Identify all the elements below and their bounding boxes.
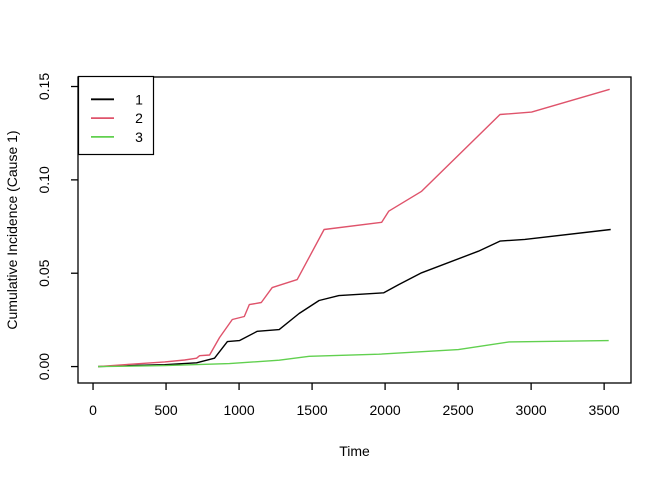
plot-border — [77, 76, 632, 384]
y-tick-label: 0.05 — [36, 259, 52, 286]
series-line-1 — [97, 228, 611, 368]
x-tick-label: 1000 — [223, 402, 254, 418]
legend: 1 2 3 — [77, 75, 155, 156]
y-axis-title: Cumulative Incidence (Cause 1) — [4, 130, 20, 329]
x-tick-label: 2000 — [370, 402, 401, 418]
y-tick-label: 0.15 — [36, 73, 52, 100]
x-tick-label: 0 — [89, 402, 97, 418]
series-line-3 — [97, 339, 609, 368]
x-tick-label: 500 — [154, 402, 178, 418]
y-tick-label: 0.00 — [36, 353, 52, 380]
legend-label-1: 1 — [135, 91, 143, 107]
y-tick-label: 0.10 — [36, 166, 52, 193]
legend-label-2: 2 — [135, 110, 143, 126]
series-line-2 — [97, 88, 610, 368]
x-axis-title: Time — [339, 443, 370, 459]
x-tick-label: 2500 — [443, 402, 474, 418]
axis-ticks: 0 500 1000 1500 2000 2500 3000 3500 0.00 0.05 0.10… — [36, 73, 620, 418]
legend-box — [77, 75, 155, 156]
x-tick-label: 3000 — [516, 402, 547, 418]
x-tick-label: 1500 — [297, 402, 328, 418]
legend-label-3: 3 — [135, 129, 143, 145]
x-tick-label: 3500 — [589, 402, 620, 418]
series-lines — [97, 88, 611, 368]
